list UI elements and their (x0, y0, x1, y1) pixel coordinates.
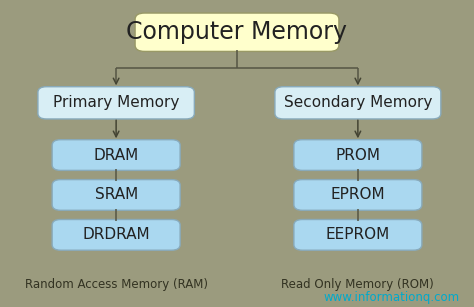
FancyBboxPatch shape (294, 140, 422, 170)
Text: Secondary Memory: Secondary Memory (283, 95, 432, 110)
FancyBboxPatch shape (52, 140, 180, 170)
FancyBboxPatch shape (52, 220, 180, 250)
Text: Computer Memory: Computer Memory (127, 20, 347, 44)
Text: Read Only Memory (ROM): Read Only Memory (ROM) (282, 278, 434, 291)
Text: EEPROM: EEPROM (326, 227, 390, 242)
Text: SRAM: SRAM (94, 188, 138, 202)
FancyBboxPatch shape (294, 180, 422, 210)
Text: Primary Memory: Primary Memory (53, 95, 179, 110)
FancyBboxPatch shape (275, 87, 441, 119)
FancyBboxPatch shape (135, 13, 339, 51)
Text: Random Access Memory (RAM): Random Access Memory (RAM) (25, 278, 208, 291)
Text: DRDRAM: DRDRAM (82, 227, 150, 242)
Text: DRAM: DRAM (93, 148, 139, 162)
Text: EPROM: EPROM (330, 188, 385, 202)
FancyBboxPatch shape (52, 180, 180, 210)
Text: www.informationq.com: www.informationq.com (324, 291, 460, 304)
FancyBboxPatch shape (38, 87, 194, 119)
FancyBboxPatch shape (294, 220, 422, 250)
Text: PROM: PROM (336, 148, 380, 162)
